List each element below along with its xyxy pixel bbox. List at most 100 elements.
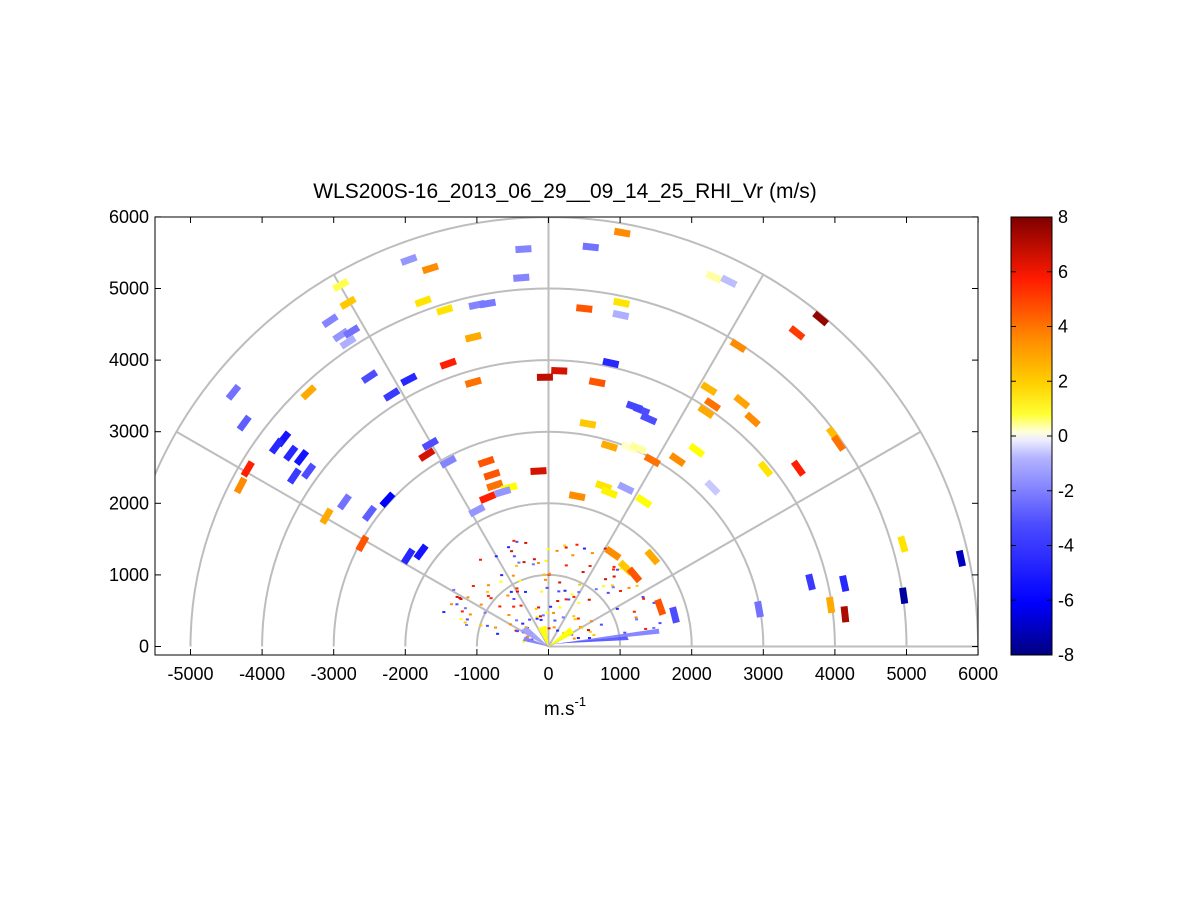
y-tick-label: 5000 — [109, 279, 149, 299]
velocity-point — [421, 262, 440, 275]
velocity-point — [697, 404, 715, 420]
x-tick-label: 2000 — [672, 664, 712, 684]
y-tick-label: 1000 — [109, 565, 149, 585]
near-return — [485, 624, 489, 627]
velocity-point — [604, 545, 622, 561]
near-return — [512, 539, 516, 542]
near-return — [571, 554, 575, 557]
near-return — [615, 568, 619, 571]
near-return — [611, 568, 615, 571]
near-return — [455, 603, 459, 606]
near-return — [465, 623, 469, 626]
near-return — [615, 607, 619, 610]
near-return — [512, 555, 516, 558]
radial-line-120 — [332, 273, 550, 647]
velocity-point — [839, 574, 850, 593]
y-tick-label: 3000 — [109, 422, 149, 442]
near-return — [534, 607, 538, 610]
velocity-point — [286, 467, 302, 485]
velocity-point — [477, 455, 495, 468]
near-return — [465, 618, 469, 621]
near-return — [512, 597, 516, 600]
velocity-point — [225, 383, 242, 401]
velocity-point — [400, 372, 418, 387]
velocity-point — [720, 274, 738, 289]
near-return — [578, 583, 582, 586]
near-return — [510, 550, 514, 553]
range-ring-6000 — [155, 217, 978, 647]
near-return — [634, 616, 638, 619]
near-return — [558, 581, 562, 584]
near-return — [494, 626, 498, 629]
near-return — [479, 624, 483, 627]
velocity-point — [439, 454, 457, 469]
velocity-point — [600, 486, 619, 499]
near-return — [543, 578, 547, 581]
velocity-point — [654, 598, 667, 616]
near-return — [511, 574, 515, 577]
colorbar-tick-label: -8 — [1058, 645, 1074, 665]
near-return — [489, 597, 493, 600]
velocity-point — [515, 245, 532, 254]
near-return — [544, 559, 548, 562]
x-tick-label: -4000 — [239, 664, 285, 684]
velocity-point — [342, 324, 361, 339]
near-return — [588, 637, 592, 640]
colorbar-tick-label: -6 — [1058, 590, 1074, 610]
near-return — [603, 547, 607, 550]
near-return — [623, 631, 627, 634]
near-return — [460, 610, 464, 613]
velocity-point — [319, 507, 334, 525]
near-return — [555, 549, 559, 552]
velocity-point — [669, 606, 680, 624]
near-fan-blue-left — [519, 626, 549, 647]
velocity-point — [575, 304, 593, 313]
velocity-point — [400, 253, 418, 266]
colorbar-tick-label: -4 — [1058, 536, 1074, 556]
near-return — [455, 595, 459, 598]
velocity-point — [464, 331, 482, 343]
velocity-point — [339, 295, 357, 310]
near-return — [539, 618, 543, 621]
near-return — [572, 637, 576, 640]
plot-area — [155, 217, 978, 655]
velocity-point — [579, 418, 597, 429]
near-return — [540, 590, 544, 593]
near-return — [545, 611, 549, 614]
near-return — [528, 618, 532, 621]
near-return — [561, 616, 565, 619]
near-return — [483, 611, 487, 614]
velocity-point — [301, 462, 317, 480]
x-tick-label: 3000 — [743, 664, 783, 684]
near-return — [459, 618, 463, 621]
velocity-point — [300, 384, 317, 401]
near-return — [468, 613, 472, 616]
velocity-point — [602, 357, 620, 369]
near-return — [567, 598, 571, 601]
near-return — [521, 622, 525, 625]
velocity-point — [612, 309, 630, 321]
near-return — [524, 541, 528, 544]
near-return — [549, 605, 553, 608]
velocity-point — [336, 493, 352, 511]
near-return — [572, 595, 576, 598]
velocity-point — [788, 325, 806, 341]
x-tick-label: 5000 — [886, 664, 926, 684]
near-return — [558, 606, 562, 609]
near-return — [459, 598, 463, 601]
velocity-point — [600, 440, 619, 452]
near-return — [644, 627, 648, 630]
x-tick-label: -1000 — [454, 664, 500, 684]
velocity-point — [688, 442, 706, 458]
near-return — [486, 590, 490, 593]
near-return — [635, 618, 639, 621]
velocity-point — [530, 467, 547, 476]
velocity-point — [703, 397, 722, 412]
near-return — [577, 601, 581, 604]
near-return — [576, 617, 580, 620]
velocity-point — [355, 534, 370, 553]
velocity-point — [729, 338, 747, 354]
near-return — [652, 626, 656, 629]
chart-title: WLS200S-16_2013_06_29__09_14_25_RHI_Vr (… — [313, 180, 817, 203]
x-tick-label: 1000 — [600, 664, 640, 684]
